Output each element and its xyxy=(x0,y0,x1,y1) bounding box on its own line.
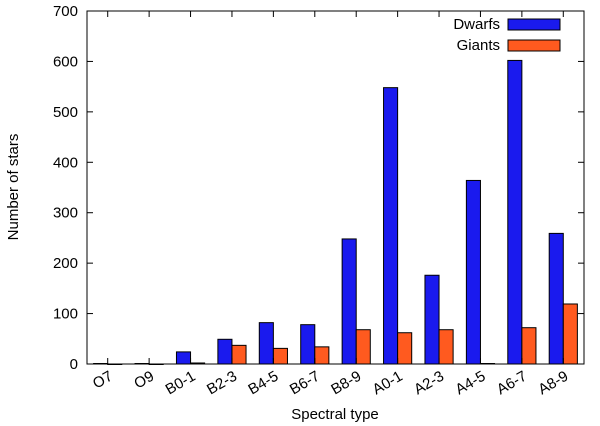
y-tick-label: 500 xyxy=(53,104,78,121)
legend: Dwarfs Giants xyxy=(453,16,561,54)
bar-dwarfs-b8-9 xyxy=(341,238,357,365)
bar-giants-a2-3 xyxy=(438,329,454,365)
bar-dwarfs-b4-5 xyxy=(258,322,274,365)
x-tick-label: A4-5 xyxy=(453,368,489,399)
legend-swatch-dwarfs xyxy=(507,18,561,31)
bar-dwarfs-b2-3 xyxy=(217,338,233,365)
y-tick-label: 100 xyxy=(53,306,78,323)
x-tick-label: A2-3 xyxy=(411,368,447,399)
bar-giants-a8-9 xyxy=(562,303,578,365)
x-tick-label: B6-7 xyxy=(287,368,323,399)
bar-giants-b8-9 xyxy=(355,329,371,365)
y-tick-label: 600 xyxy=(53,53,78,70)
x-tick-label: B4-5 xyxy=(245,368,281,399)
x-tick-label: B2-3 xyxy=(204,368,240,399)
y-tick-labels: 0 100 200 300 400 500 600 700 xyxy=(53,3,78,373)
bar-dwarfs-a0-1 xyxy=(383,87,399,365)
legend-swatch-giants xyxy=(507,39,561,52)
legend-label-dwarfs: Dwarfs xyxy=(453,16,500,33)
plot-frame xyxy=(86,10,585,365)
bar-dwarfs-a2-3 xyxy=(424,274,440,365)
bar-dwarfs-b6-7 xyxy=(300,324,316,365)
y-tick-label: 400 xyxy=(53,154,78,171)
bar-giants-a0-1 xyxy=(397,332,413,365)
bar-dwarfs-a4-5 xyxy=(465,179,481,365)
x-tick-label: A6-7 xyxy=(494,368,530,399)
y-tick-label: 0 xyxy=(70,356,78,373)
bar-giants-b2-3 xyxy=(231,344,247,365)
bar-dwarfs-a8-9 xyxy=(548,232,564,365)
y-axis-label: Number of stars xyxy=(5,134,22,241)
x-tick-label: B0-1 xyxy=(163,368,199,399)
x-tick-label: A8-9 xyxy=(535,368,571,399)
x-axis-label: Spectral type xyxy=(291,406,379,423)
y-tick-label: 200 xyxy=(53,255,78,272)
legend-label-giants: Giants xyxy=(457,37,500,54)
bar-giants-b6-7 xyxy=(314,346,330,365)
bar-dwarfs-a6-7 xyxy=(507,59,523,365)
bar-dwarfs-b0-1 xyxy=(175,351,192,365)
axis-ticks xyxy=(87,10,584,365)
bar-giants-a6-7 xyxy=(521,327,537,365)
bar-giants-b4-5 xyxy=(272,347,288,365)
x-tick-labels: O7 O9 B0-1 B2-3 B4-5 B6-7 B8-9 A0-1 A2-3 A4-5 A6-7… xyxy=(90,368,571,399)
x-tick-label: B8-9 xyxy=(328,368,364,399)
x-tick-label: A0-1 xyxy=(370,368,406,399)
x-tick-label: O9 xyxy=(131,368,157,393)
y-tick-label: 300 xyxy=(53,205,78,222)
bars-group xyxy=(93,59,578,365)
y-tick-label: 700 xyxy=(53,3,78,20)
x-tick-label: O7 xyxy=(90,368,116,393)
